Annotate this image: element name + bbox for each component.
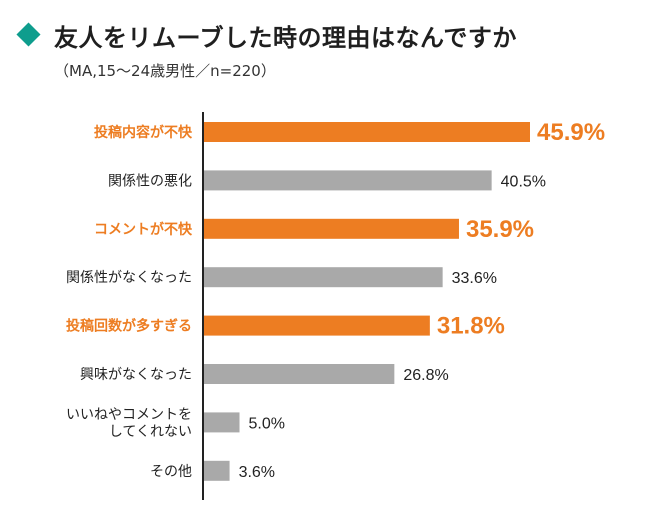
chart-header: 友人をリムーブした時の理由はなんですか （MA,15〜24歳男性／n=220） bbox=[14, 12, 634, 82]
category-label-line: いいねやコメントを bbox=[66, 407, 192, 423]
bar bbox=[204, 364, 395, 384]
category-label-line: してくれない bbox=[109, 424, 192, 440]
category-label-line: その他 bbox=[150, 464, 192, 480]
value-label: 45.9% bbox=[537, 119, 605, 146]
category-label: 投稿回数が多すぎる bbox=[66, 318, 192, 335]
bar bbox=[204, 460, 230, 481]
value-label: 5.0% bbox=[249, 415, 285, 432]
category-label: 関係性の悪化 bbox=[108, 173, 192, 189]
chart-subtitle: （MA,15〜24歳男性／n=220） bbox=[54, 62, 276, 80]
category-label-line: 投稿内容が不快 bbox=[94, 124, 193, 141]
bar bbox=[204, 170, 492, 191]
category-label: 興味がなくなった bbox=[80, 367, 192, 383]
bar-group: 投稿内容が不快 45.9% 関係性の悪化 40.5% コメントが不快 35.9% 関係性がな… bbox=[66, 119, 605, 481]
category-label: 関係性がなくなった bbox=[66, 270, 192, 286]
value-label: 35.9% bbox=[466, 216, 534, 243]
category-label-line: コメントが不快 bbox=[94, 221, 193, 238]
bar bbox=[204, 122, 530, 142]
chart-title: 友人をリムーブした時の理由はなんですか bbox=[54, 24, 517, 52]
category-label-line: 興味がなくなった bbox=[80, 367, 192, 383]
bar bbox=[204, 315, 430, 336]
value-label: 31.8% bbox=[437, 313, 505, 340]
category-label-line: 関係性がなくなった bbox=[66, 270, 192, 286]
value-label: 33.6% bbox=[452, 270, 497, 287]
value-label: 3.6% bbox=[239, 464, 275, 481]
value-label: 40.5% bbox=[501, 173, 546, 190]
category-label-line: 投稿回数が多すぎる bbox=[66, 318, 192, 335]
category-label: コメントが不快 bbox=[94, 221, 193, 238]
category-label: 投稿内容が不快 bbox=[94, 124, 193, 141]
bar bbox=[204, 412, 240, 433]
value-label: 26.8% bbox=[403, 367, 448, 384]
category-label-line: 関係性の悪化 bbox=[108, 173, 192, 189]
category-label: その他 bbox=[150, 464, 192, 480]
category-label: いいねやコメントをしてくれない bbox=[66, 407, 192, 440]
bar bbox=[204, 267, 443, 288]
bar bbox=[204, 218, 459, 239]
